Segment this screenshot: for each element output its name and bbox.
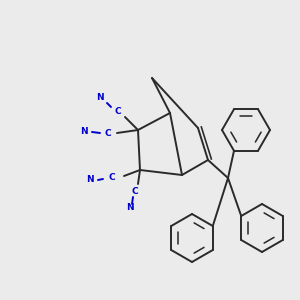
- Text: N: N: [96, 94, 104, 103]
- Text: C: C: [109, 173, 115, 182]
- Text: C: C: [105, 128, 111, 137]
- Text: C: C: [132, 188, 138, 196]
- Text: N: N: [80, 128, 88, 136]
- Text: N: N: [86, 176, 94, 184]
- Text: N: N: [126, 203, 134, 212]
- Text: C: C: [115, 107, 121, 116]
